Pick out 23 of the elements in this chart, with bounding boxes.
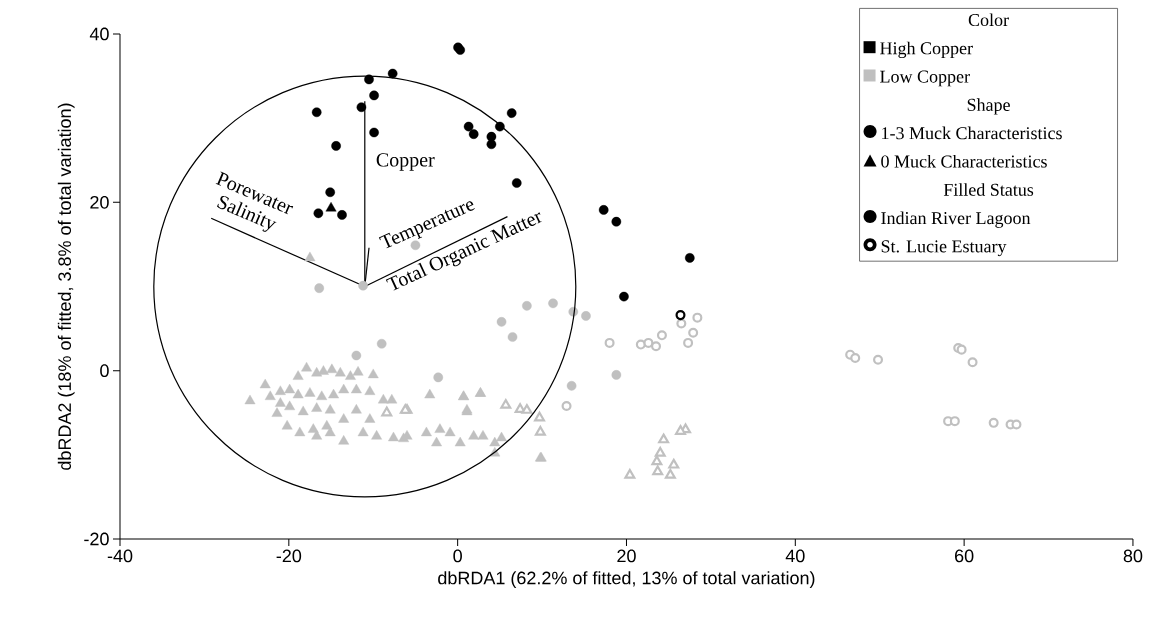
annotation: St. Lucie Estuary — [881, 240, 1007, 257]
annotation: Filled Status — [943, 183, 1034, 196]
annotation: Low Copper — [880, 70, 970, 87]
y-tick-label: -20 — [84, 532, 109, 546]
x-tick-label: 20 — [617, 549, 636, 563]
annotation: High Copper — [880, 41, 973, 59]
annotation: 1-3 Muck Characteristics — [882, 126, 1062, 140]
x-tick-label: 40 — [785, 549, 805, 563]
annotation: 0 Muck Characteristics — [881, 154, 1047, 168]
text: Color — [968, 13, 1009, 27]
y-tick-label: 20 — [90, 195, 109, 209]
x-tick-label: 80 — [1123, 549, 1143, 563]
y-tick-label: 40 — [89, 27, 109, 41]
annotation: Copper — [376, 153, 435, 171]
x-tick-label: 60 — [955, 549, 974, 563]
y-axis-title: dbRDA2 (18% of fitted, 3.8% of total variation) — [57, 103, 75, 470]
annotation: Indian River Lagoon — [881, 211, 1031, 228]
y-tick-label: 0 — [100, 364, 109, 378]
x-axis-title: dbRDA1 (62.2% of fitted, 13% of total variation) — [438, 571, 815, 588]
x-tick-label: -20 — [276, 549, 302, 563]
x-tick-label: 0 — [453, 549, 462, 563]
x-tick-label: -40 — [107, 549, 133, 563]
annotation: Shape — [967, 98, 1010, 115]
